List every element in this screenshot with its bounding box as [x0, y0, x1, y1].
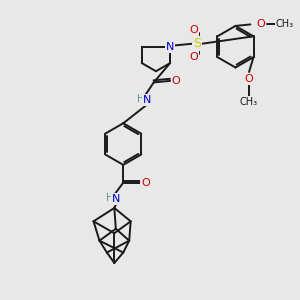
- Text: H: H: [106, 193, 114, 202]
- Text: O: O: [172, 76, 180, 86]
- Text: O: O: [190, 52, 198, 62]
- Text: N: N: [112, 194, 121, 204]
- Text: CH₃: CH₃: [240, 97, 258, 107]
- Text: N: N: [166, 42, 174, 52]
- Text: S: S: [193, 37, 201, 50]
- Text: N: N: [143, 95, 151, 105]
- Text: O: O: [141, 178, 150, 188]
- Text: CH₃: CH₃: [275, 20, 294, 29]
- Text: H: H: [137, 94, 144, 104]
- Text: O: O: [190, 26, 198, 35]
- Text: O: O: [256, 20, 265, 29]
- Text: O: O: [245, 74, 254, 84]
